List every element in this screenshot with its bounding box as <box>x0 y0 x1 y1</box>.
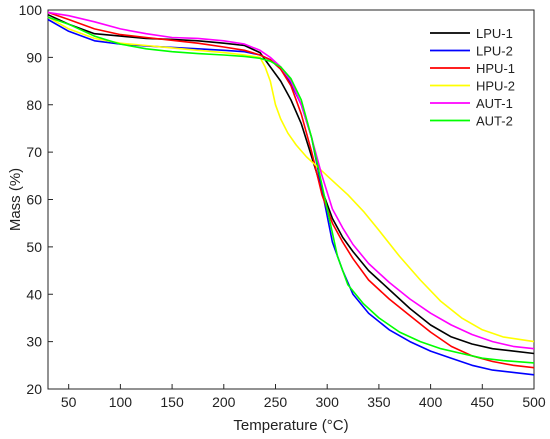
legend-label-hpu-1: HPU-1 <box>476 61 515 76</box>
x-axis-title: Temperature (°C) <box>233 417 348 434</box>
y-axis-title: Mass (%) <box>7 168 24 231</box>
series-line-hpu-2 <box>47 16 535 343</box>
y-tick-label: 70 <box>26 144 42 160</box>
legend-label-aut-1: AUT-1 <box>476 96 513 111</box>
plot-frame <box>47 9 535 390</box>
x-tick-label: 500 <box>522 394 546 410</box>
legend-label-hpu-2: HPU-2 <box>476 79 515 94</box>
y-tick-label: 30 <box>26 334 42 350</box>
series-line-hpu-1 <box>47 11 535 369</box>
legend-label-lpu-1: LPU-1 <box>476 26 513 41</box>
x-tick-label: 350 <box>367 394 391 410</box>
series-line-aut-2 <box>47 16 535 364</box>
x-tick-label: 300 <box>316 394 340 410</box>
y-tick-label: 60 <box>26 192 42 208</box>
x-tick-label: 200 <box>212 394 236 410</box>
x-tick-label: 450 <box>471 394 495 410</box>
series-lines <box>47 11 535 376</box>
plot-area <box>47 9 535 390</box>
axes: 50 100 150 200 250 300 350 400 450 500 20 30 40 50 60 7… <box>19 2 546 410</box>
y-tick-label: 90 <box>26 49 42 65</box>
legend: LPU-1 LPU-2 HPU-1 HPU-2 AUT-1 AUT-2 <box>430 26 515 129</box>
x-tick-label: 400 <box>419 394 443 410</box>
y-tick-label: 100 <box>19 2 43 18</box>
y-tick-label: 40 <box>26 286 42 302</box>
x-tick-label: 250 <box>264 394 288 410</box>
legend-label-aut-2: AUT-2 <box>476 114 513 129</box>
y-tick-label: 50 <box>26 239 42 255</box>
legend-label-lpu-2: LPU-2 <box>476 44 513 59</box>
x-tick-label: 50 <box>61 394 77 410</box>
x-tick-label: 100 <box>109 394 133 410</box>
x-tick-label: 150 <box>160 394 184 410</box>
y-tick-label: 80 <box>26 97 42 113</box>
y-tick-label: 20 <box>26 381 42 397</box>
